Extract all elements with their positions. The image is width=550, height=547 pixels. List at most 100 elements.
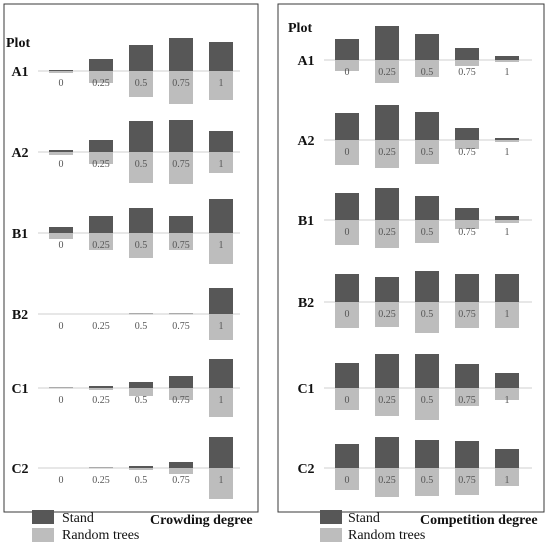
right-stand-bar-B2-0.5 (415, 271, 439, 302)
right-tick-label-A1-0.25: 0.25 (378, 67, 396, 78)
left-stand-bar-B2-1 (209, 288, 233, 314)
right-random-bar-A2-0.5 (415, 140, 439, 164)
right-random-bar-A1-0.5 (415, 60, 439, 77)
legend-random-swatch-right (320, 528, 342, 542)
legend-stand-swatch-left (32, 510, 54, 524)
left-stand-bar-B1-1 (209, 199, 233, 233)
right-row-B2: B2 0 0.25 0.5 0.75 1 (298, 271, 532, 333)
left-tick-label-B1-0.25: 0.25 (92, 240, 110, 251)
left-stand-bar-B2-0.5 (129, 313, 153, 314)
right-stand-bar-A2-0.25 (375, 105, 399, 140)
right-tick-label-C1-0.5: 0.5 (421, 395, 434, 406)
right-tick-label-C1-0.75: 0.75 (458, 395, 476, 406)
right-tick-label-C2-0.5: 0.5 (421, 475, 434, 486)
right-random-bar-B2-0.25 (375, 302, 399, 327)
right-stand-bar-A1-1 (495, 56, 519, 60)
right-row-C1: C1 0 0.25 0.5 0.75 1 (297, 354, 532, 420)
right-stand-bar-A2-1 (495, 138, 519, 140)
left-stand-bar-C2-0.25 (89, 467, 113, 468)
right-stand-bar-A1-0.25 (375, 26, 399, 60)
right-random-bar-C1-0.25 (375, 388, 399, 416)
left-random-bar-C1-1 (209, 388, 233, 417)
right-stand-bar-A2-0 (335, 113, 359, 140)
left-tick-label-B1-0.5: 0.5 (135, 240, 148, 251)
left-random-bar-A1-0 (49, 71, 73, 73)
right-random-bar-C2-0.75 (455, 468, 479, 495)
left-tick-label-A1-1: 1 (219, 78, 224, 89)
right-plot-label-B1: B1 (298, 214, 314, 229)
left-stand-bar-A1-0 (49, 70, 73, 71)
left-plot-label-A1: A1 (11, 65, 28, 80)
left-plot-label-C2: C2 (11, 462, 28, 477)
right-stand-bar-B1-0.5 (415, 196, 439, 220)
left-random-bar-C1-0 (49, 388, 73, 389)
left-stand-bar-C2-0.75 (169, 462, 193, 468)
left-random-bar-C1-0.75 (169, 388, 193, 400)
left-plot-header: Plot (6, 36, 30, 51)
right-tick-label-A1-0.75: 0.75 (458, 67, 476, 78)
right-tick-label-C1-0.25: 0.25 (378, 395, 396, 406)
right-x-axis-title: Competition degree (420, 513, 538, 528)
left-tick-label-C1-0.25: 0.25 (92, 395, 110, 406)
left-plot-label-C1: C1 (11, 382, 28, 397)
right-stand-bar-B2-1 (495, 274, 519, 302)
right-stand-bar-C2-1 (495, 449, 519, 468)
right-random-bar-C1-0 (335, 388, 359, 410)
left-tick-label-B1-0.75: 0.75 (172, 240, 190, 251)
legend-random-label-left: Random trees (62, 528, 139, 543)
left-tick-label-B1-1: 1 (219, 240, 224, 251)
left-random-bar-B1-1 (209, 233, 233, 264)
legend-random-swatch-left (32, 528, 54, 542)
right-random-bar-B2-0 (335, 302, 359, 328)
right-stand-bar-B1-1 (495, 216, 519, 220)
right-plot-label-A2: A2 (297, 134, 314, 149)
right-plot-label-C1: C1 (297, 382, 314, 397)
right-random-bar-B1-1 (495, 220, 519, 223)
left-tick-label-B2-0.5: 0.5 (135, 321, 148, 332)
right-tick-label-B1-0.25: 0.25 (378, 227, 396, 238)
left-random-bar-B1-0.25 (89, 233, 113, 250)
left-random-bar-B1-0.5 (129, 233, 153, 258)
left-plot-label-B2: B2 (12, 308, 28, 323)
left-random-bar-A1-0.5 (129, 71, 153, 97)
right-random-bar-C2-0 (335, 468, 359, 490)
right-tick-label-A2-0.5: 0.5 (421, 147, 434, 158)
left-random-bar-C2-0.25 (89, 468, 113, 469)
left-tick-label-A1-0: 0 (59, 78, 64, 89)
left-stand-bar-C1-0.5 (129, 382, 153, 388)
right-random-bar-A2-0.25 (375, 140, 399, 168)
right-random-bar-A1-0 (335, 60, 359, 71)
right-tick-label-C1-1: 1 (505, 395, 510, 406)
right-random-bar-C2-0.5 (415, 468, 439, 496)
right-tick-label-A2-0.75: 0.75 (458, 147, 476, 158)
right-random-bar-B2-0.5 (415, 302, 439, 333)
right-random-bar-A2-0.75 (455, 140, 479, 149)
right-stand-bar-A1-0.75 (455, 48, 479, 60)
right-random-bar-C1-0.75 (455, 388, 479, 406)
left-tick-label-A2-1: 1 (219, 159, 224, 170)
left-stand-bar-C1-0.25 (89, 386, 113, 388)
left-stand-bar-B2-0.75 (169, 313, 193, 314)
left-tick-label-B1-0: 0 (59, 240, 64, 251)
left-tick-label-C1-0.75: 0.75 (172, 395, 190, 406)
right-tick-label-C2-0: 0 (345, 475, 350, 486)
left-tick-label-C2-0.25: 0.25 (92, 475, 110, 486)
right-tick-label-C1-0: 0 (345, 395, 350, 406)
right-random-bar-B1-0.75 (455, 220, 479, 229)
left-row-C1: C1 0 0.25 0.5 0.75 1 (11, 359, 240, 417)
left-stand-bar-C1-0.75 (169, 376, 193, 388)
left-random-bar-A2-0.25 (89, 152, 113, 164)
left-tick-label-B2-1: 1 (219, 321, 224, 332)
left-tick-label-C2-1: 1 (219, 475, 224, 486)
right-tick-label-C2-0.25: 0.25 (378, 475, 396, 486)
left-random-bar-C1-0.25 (89, 388, 113, 390)
left-random-bar-A1-1 (209, 71, 233, 100)
left-tick-label-A2-0.5: 0.5 (135, 159, 148, 170)
left-random-bar-B2-1 (209, 314, 233, 340)
right-stand-bar-B1-0.75 (455, 208, 479, 220)
legend-stand-swatch-right (320, 510, 342, 524)
right-stand-bar-A2-0.5 (415, 112, 439, 140)
left-stand-bar-A2-0.5 (129, 121, 153, 152)
left-tick-label-C2-0: 0 (59, 475, 64, 486)
